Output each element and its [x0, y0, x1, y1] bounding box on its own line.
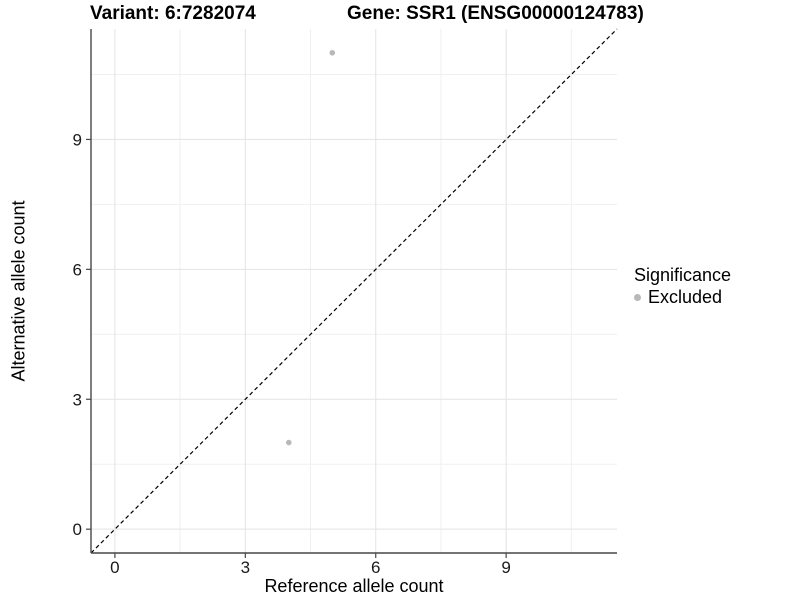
identity-dashed-line: [90, 28, 618, 554]
legend-item-label: Excluded: [648, 287, 723, 307]
x-tick-label: 9: [501, 558, 510, 577]
x-axis-label: Reference allele count: [264, 576, 444, 596]
data-point: [285, 439, 292, 446]
y-axis-label: Alternative allele count: [8, 200, 29, 382]
gene-title: Gene: SSR1 (ENSG00000124783): [347, 3, 644, 24]
y-tick-label: 0: [73, 520, 82, 539]
excluded-point-icon: [634, 293, 641, 301]
legend-item-excluded: Excluded: [634, 286, 731, 308]
data-point: [329, 50, 336, 56]
legend: Significance Excluded: [634, 264, 731, 308]
legend-title: Significance: [634, 265, 732, 285]
y-tick-label: 3: [73, 390, 82, 409]
y-tick-label: 6: [73, 260, 82, 279]
x-tick-label: 6: [371, 558, 380, 577]
x-tick-label: 0: [110, 558, 119, 577]
variant-title: Variant: 6:7282074: [90, 3, 256, 24]
y-tick-label: 9: [73, 130, 82, 149]
x-tick-label: 3: [241, 558, 250, 577]
